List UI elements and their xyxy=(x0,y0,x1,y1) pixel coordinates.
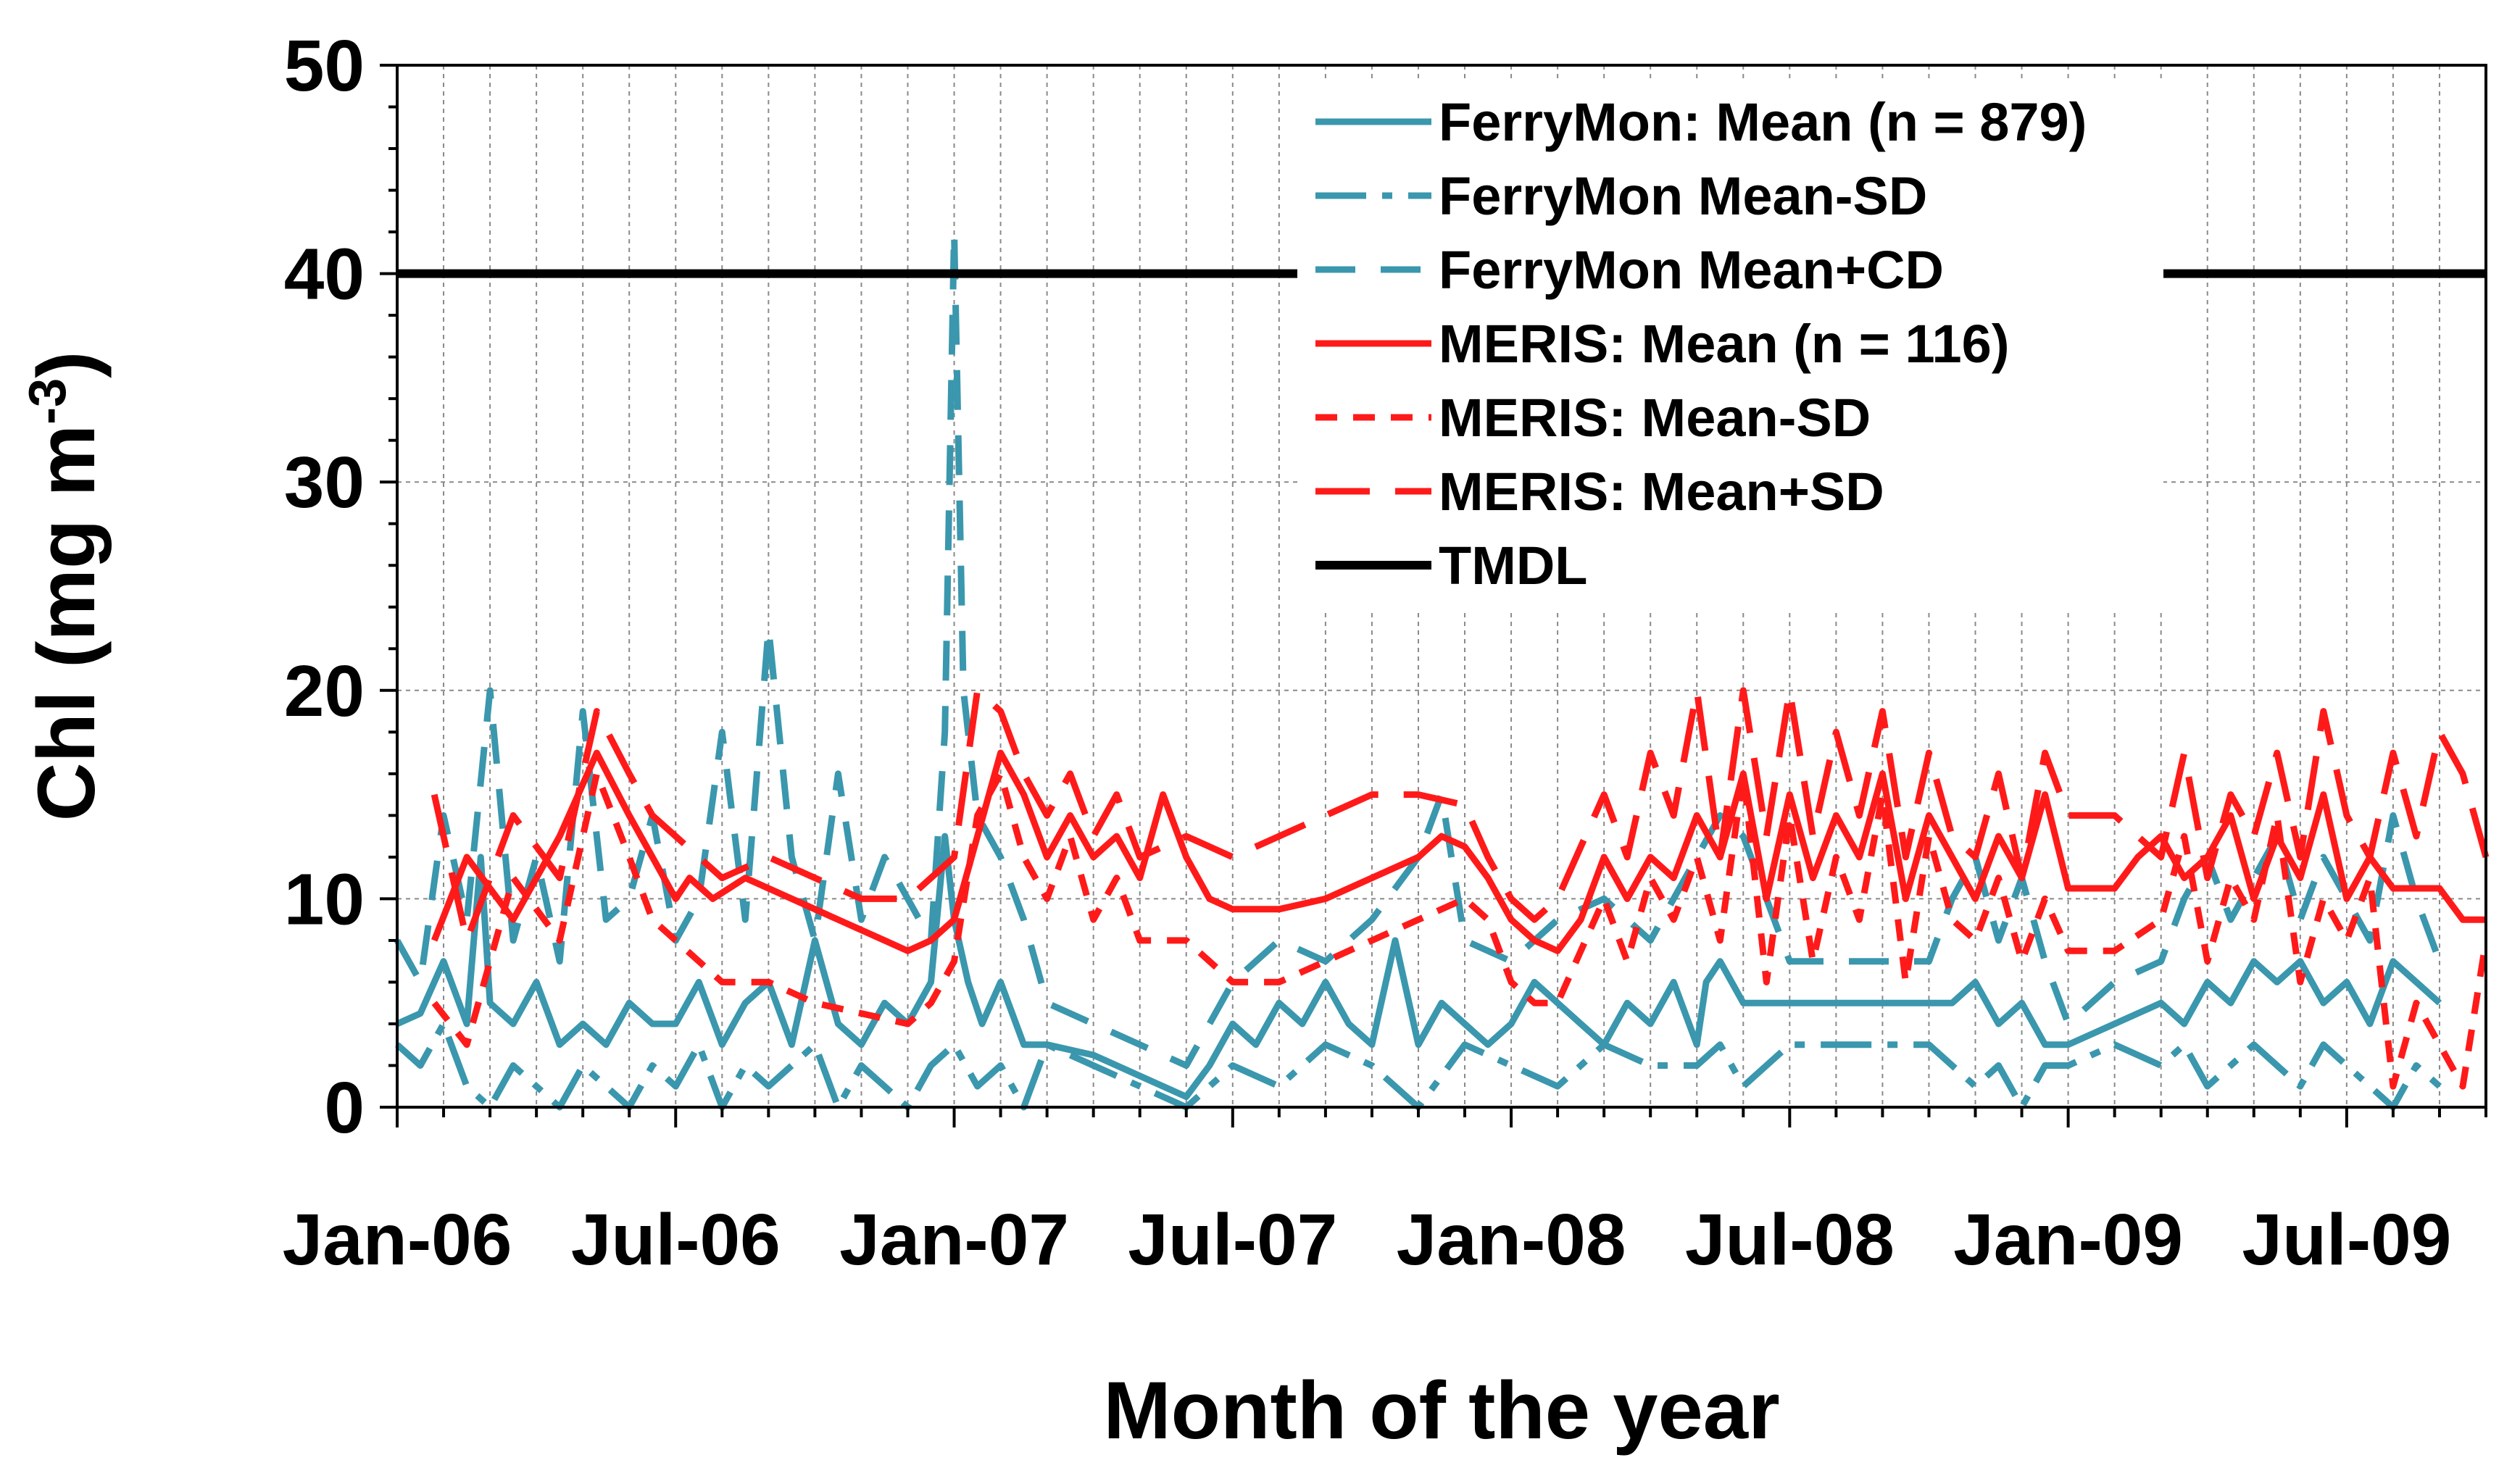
x-tick-label: Jan-07 xyxy=(839,1199,1069,1280)
x-tick-label: Jul-06 xyxy=(571,1199,781,1280)
x-tick-label: Jul-08 xyxy=(1685,1199,1895,1280)
y-tick-label: 30 xyxy=(284,442,365,523)
axis-layer xyxy=(380,64,2487,1127)
legend: FerryMon: Mean (n = 879) FerryMon Mean-SD… xyxy=(1315,92,2087,596)
x-tick-label: Jul-07 xyxy=(1128,1199,1337,1280)
series-line-3 xyxy=(431,749,2486,954)
legend-box xyxy=(1297,80,2163,609)
y-tick-label: 40 xyxy=(284,234,365,315)
y-tick-label: 50 xyxy=(284,25,365,107)
x-tick-label: Jan-09 xyxy=(1953,1199,2183,1280)
legend-label-2: FerryMon Mean+CD xyxy=(1439,240,1944,300)
series-line-0 xyxy=(396,833,2442,1101)
y-tick-label: 20 xyxy=(284,651,365,732)
y-axis-title: Chl (mg m-3) xyxy=(19,351,112,822)
x-tick-label: Jan-06 xyxy=(283,1199,512,1280)
y-tick-label: 0 xyxy=(324,1067,365,1148)
label-layer: 0 10 20 30 40 50 Jan-06 Jul-06 Jan-07 Jul-07 Jan-0… xyxy=(19,25,2451,1456)
legend-label-1: FerryMon Mean-SD xyxy=(1439,166,1927,226)
y-tick-label: 10 xyxy=(284,859,365,940)
x-axis-title: Month of the year xyxy=(1103,1365,1779,1456)
legend-label-6: TMDL xyxy=(1439,535,1588,596)
x-tick-label: Jul-09 xyxy=(2242,1199,2451,1280)
series-line-5 xyxy=(431,687,2490,944)
legend-label-3: MERIS: Mean (n = 116) xyxy=(1439,314,2009,374)
series-line-1 xyxy=(394,1020,2442,1111)
series-line-2 xyxy=(394,228,2443,1069)
x-tick-label: Jan-08 xyxy=(1397,1199,1626,1280)
plot-area-frame xyxy=(396,64,2487,1109)
legend-label-4: MERIS: Mean-SD xyxy=(1439,388,1871,448)
legend-label-5: MERIS: Mean+SD xyxy=(1439,462,1884,522)
legend-label-0: FerryMon: Mean (n = 879) xyxy=(1439,92,2087,152)
